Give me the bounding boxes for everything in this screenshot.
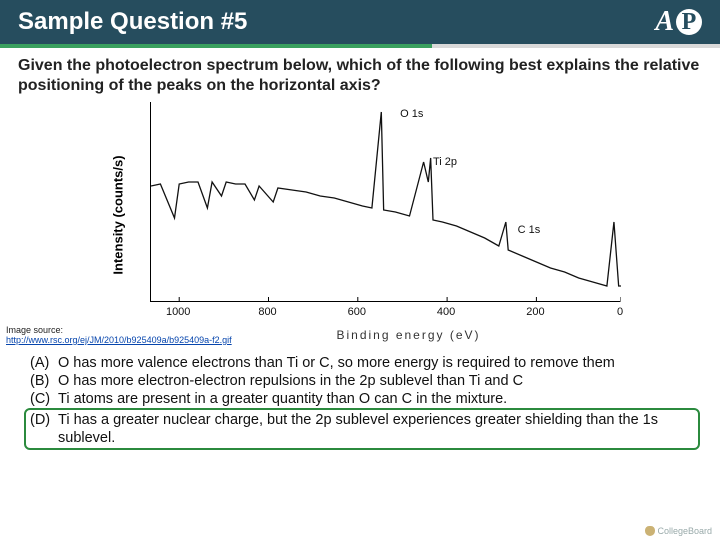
peak-label: C 1s — [518, 224, 541, 236]
answer-choice[interactable]: (D)Ti has a greater nuclear charge, but … — [24, 408, 700, 450]
peak-label: O 1s — [400, 108, 423, 120]
source-prefix: Image source: — [6, 325, 63, 335]
chart-plot: O 1s Ti 2p C 1s — [150, 102, 620, 302]
answer-text: O has more electron-electron repulsions … — [58, 372, 523, 390]
answer-label: (C) — [30, 390, 58, 408]
answer-label: (D) — [30, 411, 58, 447]
answer-text: Ti has a greater nuclear charge, but the… — [58, 411, 694, 447]
title-bar: Sample Question #5 A P — [0, 0, 720, 44]
ap-logo-a: A — [655, 6, 674, 38]
answer-list: (A)O has more valence electrons than Ti … — [0, 346, 720, 451]
ap-logo-p: P — [676, 9, 702, 35]
question-text: Given the photoelectron spectrum below, … — [0, 48, 720, 96]
slide-title: Sample Question #5 — [18, 8, 247, 36]
chart-ylabel: Intensity (counts/s) — [111, 155, 126, 274]
acorn-icon — [645, 526, 655, 536]
answer-label: (A) — [30, 354, 58, 372]
chart-xaxis: Binding energy (eV) 10008006004002000 — [150, 304, 620, 328]
answer-label: (B) — [30, 372, 58, 390]
xtick-label: 800 — [258, 306, 276, 318]
footer-text: CollegeBoard — [657, 526, 712, 536]
xtick-label: 600 — [348, 306, 366, 318]
xtick-label: 1000 — [166, 306, 190, 318]
answer-choice[interactable]: (B)O has more electron-electron repulsio… — [30, 372, 700, 390]
answer-text: O has more valence electrons than Ti or … — [58, 354, 615, 372]
answer-choice[interactable]: (C)Ti atoms are present in a greater qua… — [30, 390, 700, 408]
answer-choice[interactable]: (A)O has more valence electrons than Ti … — [30, 354, 700, 372]
answer-text: Ti atoms are present in a greater quanti… — [58, 390, 507, 408]
chart-xlabel: Binding energy (eV) — [336, 328, 480, 342]
xtick-label: 200 — [526, 306, 544, 318]
spectrum-chart: Intensity (counts/s) O 1sTi 2pC 1s Bindi… — [80, 100, 640, 330]
spectrum-line — [151, 102, 621, 302]
ap-logo: A P — [655, 6, 702, 38]
xtick-label: 400 — [437, 306, 455, 318]
xtick-label: 0 — [617, 306, 623, 318]
peak-label: Ti 2p — [433, 156, 457, 168]
collegeboard-logo: CollegeBoard — [645, 526, 712, 536]
source-link[interactable]: http://www.rsc.org/ej/JM/2010/b925409a/b… — [6, 335, 232, 345]
